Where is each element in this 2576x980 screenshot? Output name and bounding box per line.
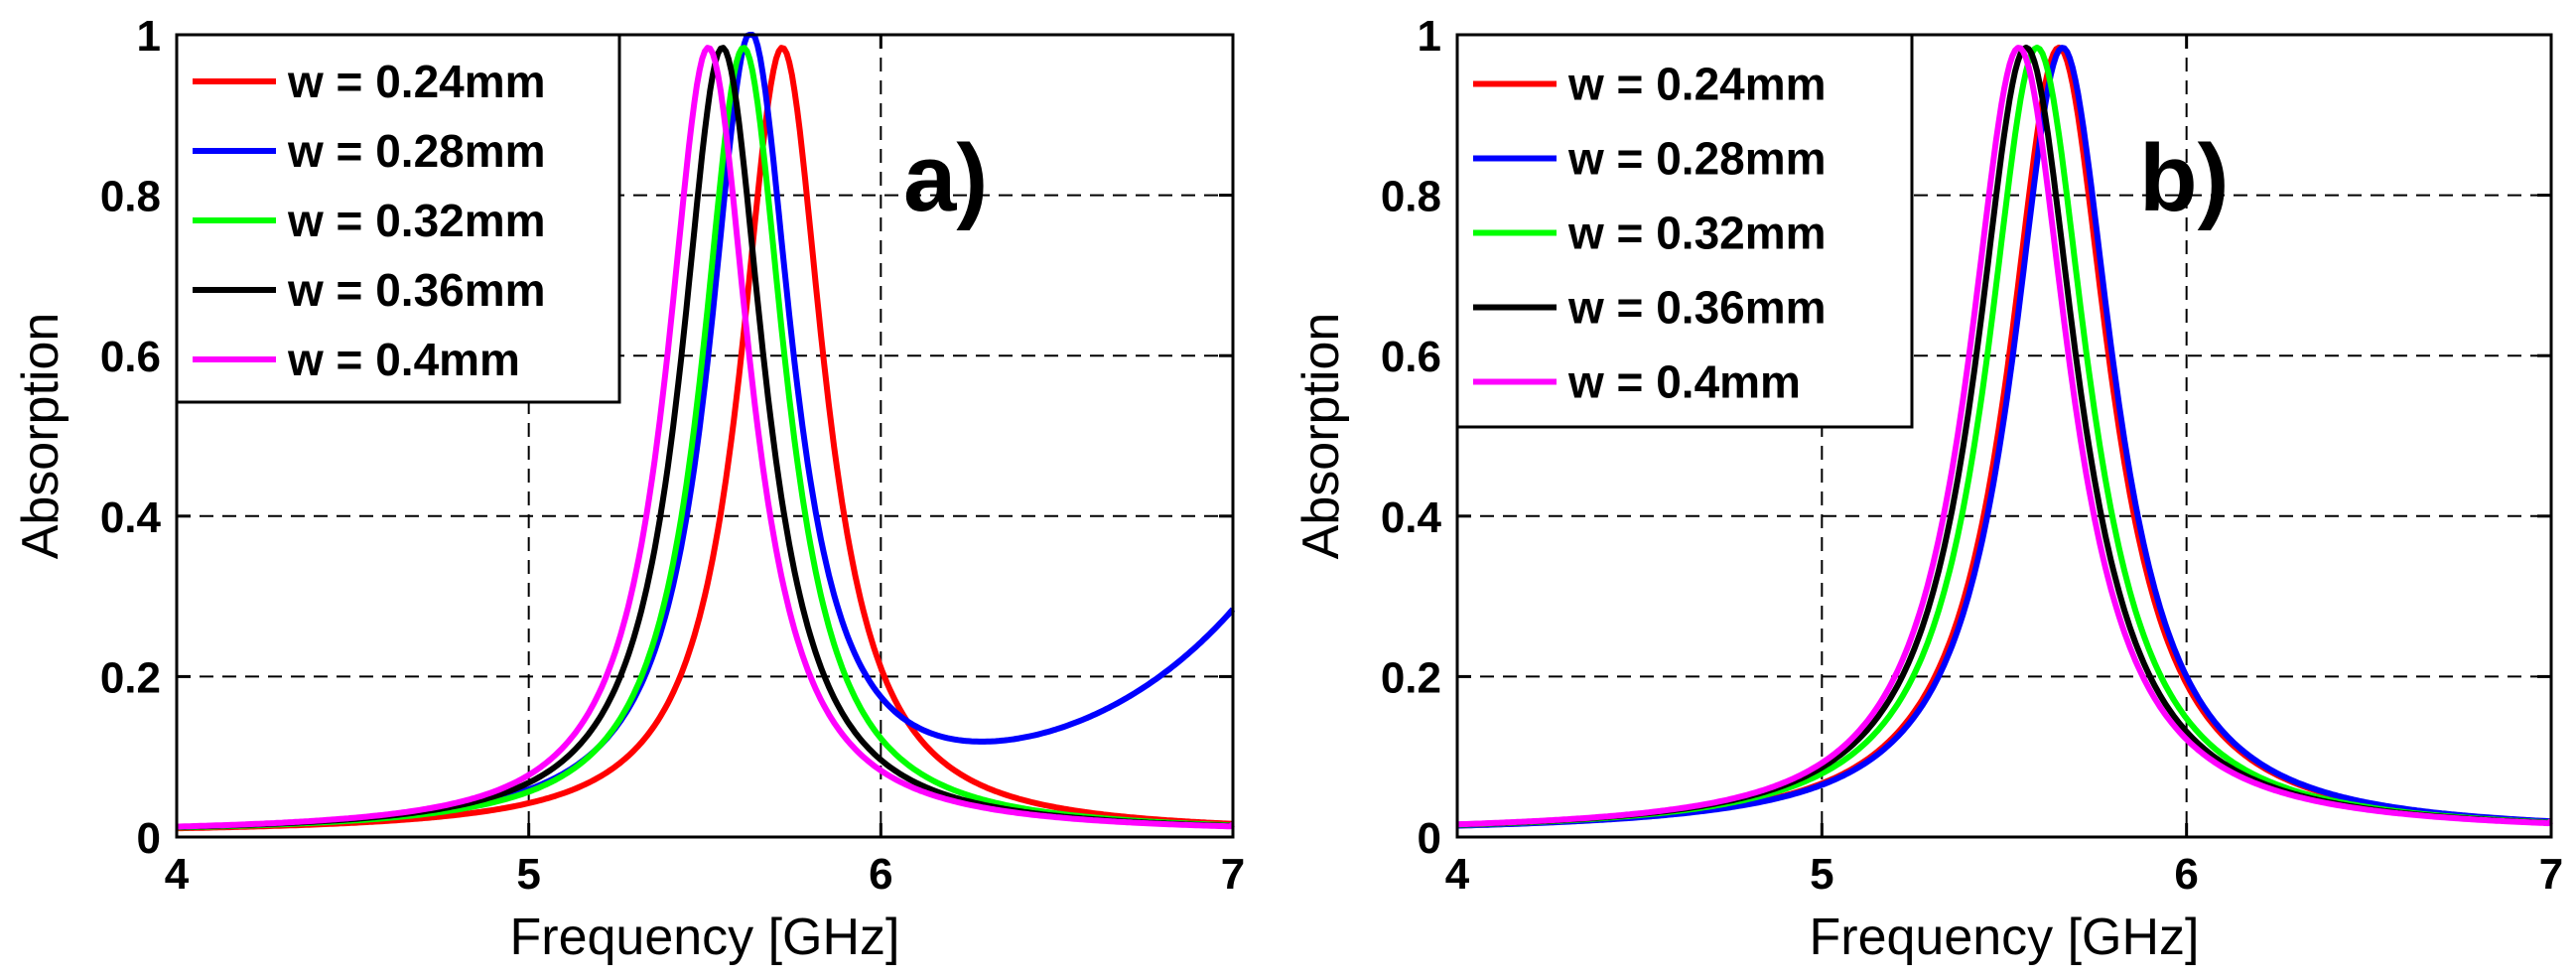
series-line-5 bbox=[1456, 45, 2553, 828]
y-tick-label: 0 bbox=[1418, 814, 1441, 863]
y-tick-label: 0.6 bbox=[100, 333, 161, 381]
chart-panel-a: 4 5 6 7 0 0.2 0.4 0.6 0.8 1 Frequency [GHz] Absorpt… bbox=[12, 12, 1245, 966]
y-tick-label: 0.8 bbox=[1381, 173, 1441, 221]
y-tick-label: 0.4 bbox=[100, 493, 162, 542]
y-axis-label: Absorption bbox=[12, 313, 69, 560]
legend-label-4: w = 0.36mm bbox=[1567, 282, 1827, 334]
legend-label-1: w = 0.24mm bbox=[1567, 59, 1827, 110]
legend: w = 0.24mm w = 0.28mm w = 0.32mm w = 0.36mm… bbox=[175, 33, 621, 404]
y-tick-label: 0.2 bbox=[100, 653, 161, 702]
y-axis-label: Absorption bbox=[1292, 313, 1350, 560]
series-line-5 bbox=[176, 45, 1235, 830]
x-axis-label: Frequency [GHz] bbox=[1809, 909, 2199, 966]
x-tick-label: 7 bbox=[2539, 850, 2563, 899]
legend-label-5: w = 0.4mm bbox=[1567, 356, 1801, 408]
legend: w = 0.24mm w = 0.28mm w = 0.32mm w = 0.36mm… bbox=[1455, 33, 1914, 429]
x-tick-label: 5 bbox=[1810, 850, 1833, 899]
y-tick-label: 1 bbox=[1418, 12, 1441, 61]
panel-label: a) bbox=[903, 125, 988, 231]
legend-label-2: w = 0.28mm bbox=[1567, 133, 1827, 185]
y-tick-label: 0.4 bbox=[1381, 493, 1442, 542]
y-tick-label: 1 bbox=[137, 12, 161, 61]
legend-label-3: w = 0.32mm bbox=[287, 195, 546, 246]
legend-label-3: w = 0.32mm bbox=[1567, 208, 1827, 259]
axes-frame bbox=[175, 33, 1235, 839]
x-tick-label: 6 bbox=[869, 850, 892, 899]
chart-panel-b: 4 5 6 7 0 0.2 0.4 0.6 0.8 1 Frequency [GHz] Absorpt… bbox=[1292, 12, 2563, 966]
legend-label-4: w = 0.36mm bbox=[287, 264, 546, 316]
x-tick-label: 4 bbox=[1445, 850, 1470, 899]
y-tick-label: 0.2 bbox=[1381, 653, 1441, 702]
panel-label: b) bbox=[2139, 125, 2230, 231]
y-tick-label: 0.8 bbox=[100, 173, 161, 221]
x-tick-label: 5 bbox=[516, 850, 540, 899]
x-tick-label: 7 bbox=[1221, 850, 1245, 899]
legend-label-1: w = 0.24mm bbox=[287, 56, 546, 107]
legend-label-2: w = 0.28mm bbox=[287, 125, 546, 177]
x-axis-label: Frequency [GHz] bbox=[509, 909, 899, 966]
legend-label-5: w = 0.4mm bbox=[287, 334, 520, 385]
axes-frame bbox=[1455, 33, 2553, 839]
y-tick-label: 0.6 bbox=[1381, 333, 1441, 381]
x-tick-label: 4 bbox=[165, 850, 190, 899]
x-tick-label: 6 bbox=[2174, 850, 2198, 899]
y-tick-label: 0 bbox=[137, 814, 161, 863]
